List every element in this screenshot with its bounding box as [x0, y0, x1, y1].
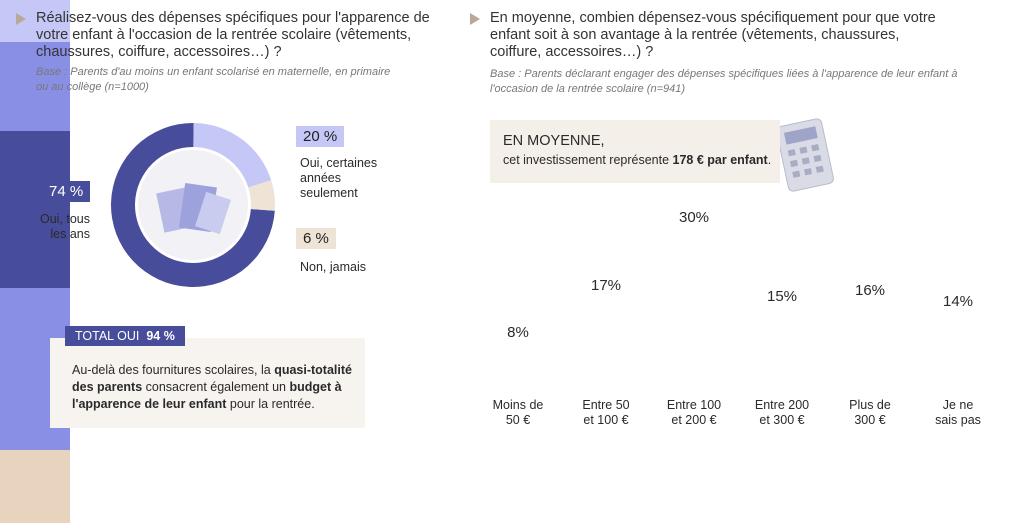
text-segment: quasi-totalité des parents [72, 363, 352, 394]
total-badge: TOTAL OUI 94 % [65, 326, 185, 346]
value-label: 17% [590, 277, 622, 295]
graphics [16, 13, 834, 287]
value-label: 16% [854, 282, 886, 300]
x-tick-label: Moins de 50 € [492, 398, 544, 427]
value-label: 14% [942, 292, 974, 310]
question: En moyenne, combien dépensez-vous spécif… [490, 10, 936, 60]
total-label: TOTAL OUI [75, 329, 140, 343]
x-tick-label: Je ne sais pas [935, 398, 981, 427]
legend-label: Oui, certaines années seulement [300, 156, 378, 200]
donut-slice [248, 180, 275, 211]
bags-illustration [138, 150, 248, 260]
x-tick-label: Entre 200 et 300 € [754, 398, 810, 427]
x-tick-label: Entre 100 et 200 € [666, 398, 722, 427]
callout-heading: EN MOYENNE, [503, 133, 605, 149]
note-text: Au-delà des fournitures scolaires, la qu… [72, 362, 357, 413]
bullet [470, 13, 480, 25]
total-value: 94 % [146, 329, 175, 343]
page: Réalisez-vous des dépenses spécifiques p… [0, 0, 981, 523]
note-box [50, 338, 365, 428]
bar [0, 0, 70, 42]
question: Réalisez-vous des dépenses spécifiques p… [36, 10, 430, 60]
callout-text: cet investissement représente 178 € par … [503, 153, 771, 167]
text-segment: cet investissement représente [503, 153, 673, 167]
donut [111, 123, 275, 287]
value-label: 15% [766, 287, 798, 305]
x-tick-label: Entre 50 et 100 € [582, 398, 630, 427]
donut-slice [111, 123, 275, 287]
bullet [16, 13, 26, 25]
callout-box [490, 120, 780, 183]
value-label: 6 % [296, 228, 336, 249]
text-segment: 178 € par enfant [672, 153, 768, 167]
text-segment: . [767, 153, 772, 167]
donut-slice [193, 123, 272, 188]
value-label: 20 % [296, 126, 345, 147]
bar [0, 41, 70, 131]
value-label: 74 % [42, 181, 91, 202]
value-label: 30% [678, 209, 710, 226]
bar [0, 130, 70, 288]
text-segment: Au-delà des fournitures scolaires, la [72, 363, 275, 377]
base-note: Base : Parents d'au moins un enfant scol… [36, 66, 391, 93]
text-segment: budget à l'apparence de leur enfant [72, 380, 342, 411]
bar [0, 450, 70, 523]
text-segment: pour la rentrée. [226, 397, 315, 411]
text-segment: consacrent également un [142, 380, 290, 394]
base-note: Base : Parents déclarant engager des dép… [490, 68, 958, 95]
x-tick-label: Plus de 300 € [849, 398, 891, 427]
legend-label: Oui, tous les ans [39, 212, 90, 241]
calculator-icon [776, 118, 834, 192]
legend-label: Non, jamais [300, 260, 366, 274]
value-label: 8% [507, 324, 529, 342]
